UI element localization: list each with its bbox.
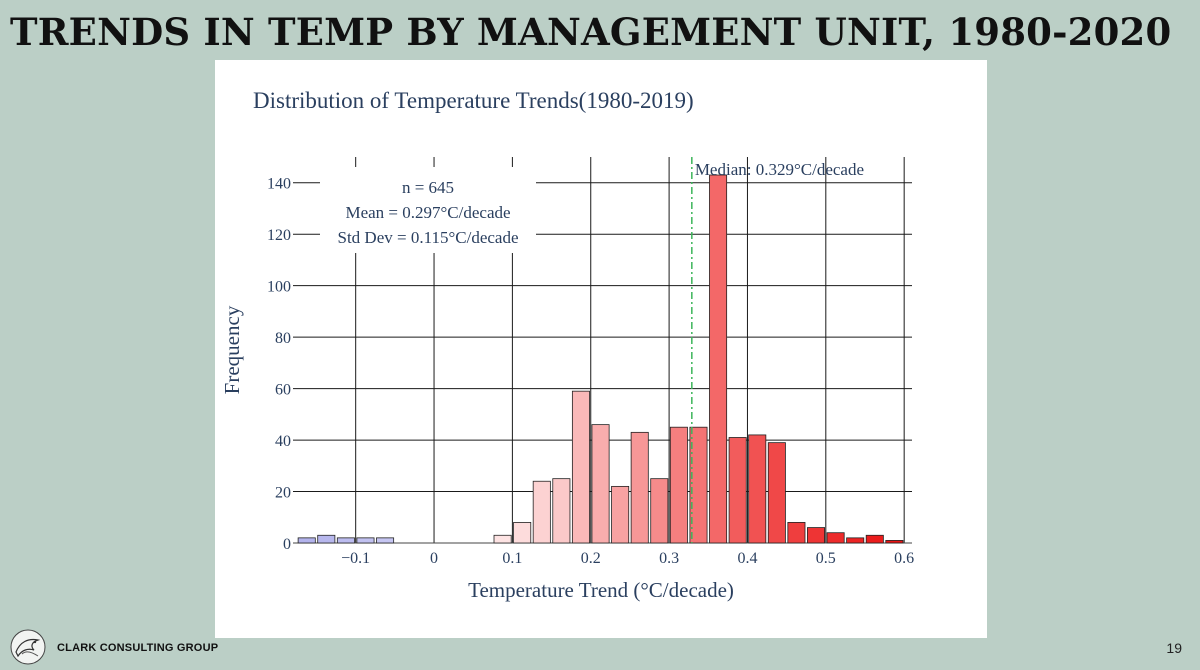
histogram-bar xyxy=(571,390,590,544)
histogram-bar xyxy=(513,522,532,544)
stats-annotation: n = 645 Mean = 0.297°C/decade Std Dev = 0.… xyxy=(320,167,536,253)
stats-line: Mean = 0.297°C/decade xyxy=(345,203,510,222)
x-axis-label: Temperature Trend (°C/decade) xyxy=(468,578,734,602)
histogram-bar xyxy=(356,537,375,544)
stats-box xyxy=(320,167,536,253)
bird-sketch-logo xyxy=(10,629,46,665)
histogram-bar xyxy=(591,424,610,544)
histogram-bar xyxy=(297,537,316,544)
y-tick-label: 20 xyxy=(275,485,291,502)
x-tick-labels: −0.1 0 0.1 0.2 0.3 0.4 0.5 0.6 xyxy=(341,550,914,567)
histogram-bar xyxy=(493,534,512,544)
histogram-bar xyxy=(826,532,845,544)
histogram-bar xyxy=(552,478,571,544)
histogram-bar xyxy=(532,480,551,544)
chart-title: Distribution of Temperature Trends(1980-… xyxy=(253,88,694,113)
x-tick-label: 0.6 xyxy=(894,550,914,567)
x-tick-label: 0 xyxy=(430,550,438,567)
histogram-bar xyxy=(611,485,630,544)
chart-panel: Distribution of Temperature Trends(1980-… xyxy=(215,60,987,638)
y-tick-label: 100 xyxy=(267,279,291,296)
y-tick-label: 120 xyxy=(267,227,291,244)
x-tick-label: 0.2 xyxy=(581,550,601,567)
y-tick-label: 80 xyxy=(275,330,291,347)
histogram-bar xyxy=(728,437,747,544)
median-marker: Median: 0.329°C/decade xyxy=(691,157,864,543)
y-tick-label: 60 xyxy=(275,382,291,399)
company-name: CLARK CONSULTING GROUP xyxy=(57,642,219,654)
histogram-bar xyxy=(336,537,355,544)
histogram-bar xyxy=(630,431,649,544)
histogram-bar xyxy=(865,534,884,544)
x-tick-label: 0.3 xyxy=(659,550,679,567)
x-tick-label: 0.1 xyxy=(502,550,522,567)
histogram-bar xyxy=(807,527,826,544)
x-tick-label: 0.4 xyxy=(737,550,757,567)
histogram-bar xyxy=(650,478,669,544)
stats-line: Std Dev = 0.115°C/decade xyxy=(338,228,519,247)
x-tick-label: 0.5 xyxy=(816,550,836,567)
page-number: 19 xyxy=(1166,640,1182,656)
histogram-bar xyxy=(669,426,688,544)
histogram-bar xyxy=(689,426,708,544)
histogram-bar xyxy=(748,434,767,544)
histogram-bar xyxy=(767,442,786,544)
histogram-chart: Distribution of Temperature Trends(1980-… xyxy=(220,88,914,602)
slide-title: TRENDS IN TEMP BY MANAGEMENT UNIT, 1980-… xyxy=(10,10,1172,54)
histogram-bar xyxy=(885,540,904,544)
median-label: Median: 0.329°C/decade xyxy=(695,160,864,179)
y-tick-labels: 0 20 40 60 80 100 120 140 xyxy=(267,176,291,553)
x-tick-label: −0.1 xyxy=(341,550,370,567)
y-tick-label: 40 xyxy=(275,433,291,450)
histogram-bar xyxy=(317,534,336,544)
histogram-bar xyxy=(376,537,395,544)
histogram-bar xyxy=(787,522,806,544)
y-axis-label: Frequency xyxy=(220,305,244,394)
y-tick-label: 140 xyxy=(267,176,291,193)
histogram-bar xyxy=(709,174,728,544)
stats-line: n = 645 xyxy=(402,178,454,197)
bars xyxy=(297,174,904,544)
histogram-bar xyxy=(846,537,865,544)
y-tick-label: 0 xyxy=(283,536,291,553)
